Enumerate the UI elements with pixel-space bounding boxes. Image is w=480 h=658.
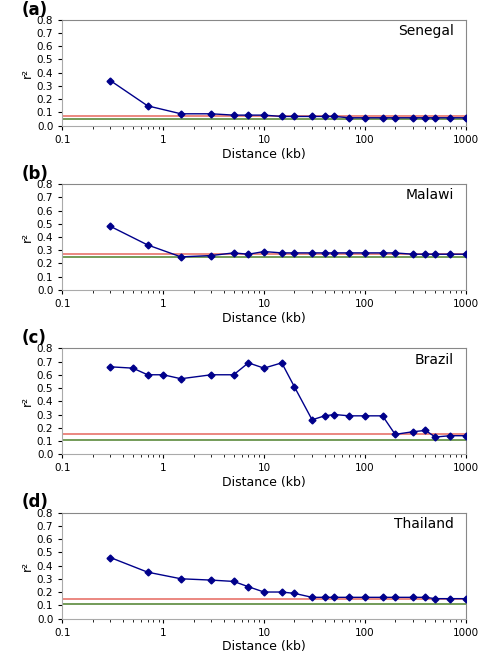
Text: Malawi: Malawi bbox=[405, 188, 454, 202]
Text: (c): (c) bbox=[22, 329, 47, 347]
Y-axis label: r²: r² bbox=[21, 68, 34, 78]
X-axis label: Distance (kb): Distance (kb) bbox=[222, 476, 306, 489]
Text: Senegal: Senegal bbox=[397, 24, 454, 38]
Text: Brazil: Brazil bbox=[414, 353, 454, 367]
X-axis label: Distance (kb): Distance (kb) bbox=[222, 147, 306, 161]
X-axis label: Distance (kb): Distance (kb) bbox=[222, 312, 306, 325]
Y-axis label: r²: r² bbox=[21, 561, 34, 570]
Y-axis label: r²: r² bbox=[21, 396, 34, 407]
X-axis label: Distance (kb): Distance (kb) bbox=[222, 640, 306, 653]
Y-axis label: r²: r² bbox=[21, 232, 34, 242]
Text: (a): (a) bbox=[22, 1, 48, 18]
Text: (d): (d) bbox=[22, 494, 49, 511]
Text: (b): (b) bbox=[22, 165, 49, 183]
Text: Thailand: Thailand bbox=[394, 517, 454, 531]
